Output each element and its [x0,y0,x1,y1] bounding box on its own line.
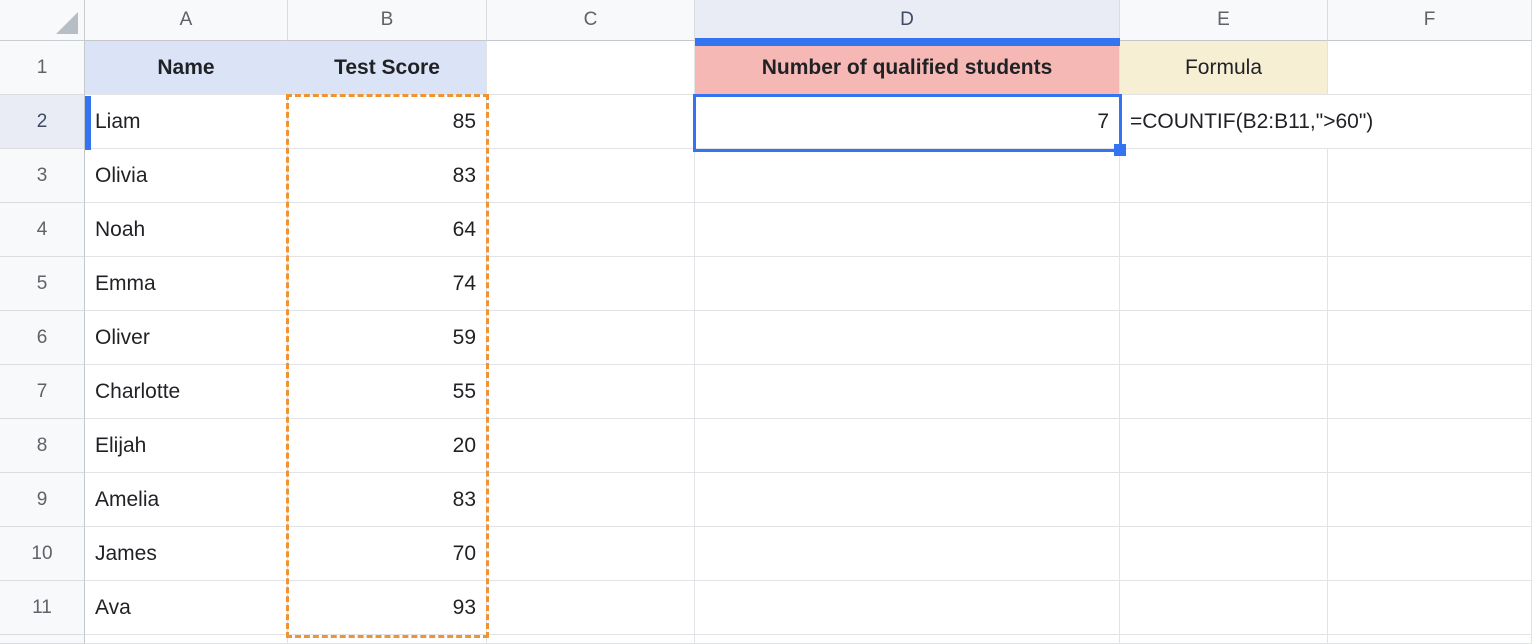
cell-D9[interactable] [695,473,1120,527]
cell-C3[interactable] [487,149,695,203]
cell-A5[interactable]: Emma [85,257,288,311]
column-header-B[interactable]: B [288,0,487,41]
cell-D11[interactable] [695,581,1120,635]
row-header-4[interactable]: 4 [0,203,85,257]
cell-D6[interactable] [695,311,1120,365]
cell-B1[interactable]: Test Score [288,41,487,95]
row-header-1[interactable]: 1 [0,41,85,95]
cell-A12[interactable] [85,635,288,644]
cell-A6[interactable]: Oliver [85,311,288,365]
cell-C10[interactable] [487,527,695,581]
column-header-D[interactable]: D [695,0,1120,41]
cell-B2[interactable]: 85 [288,95,487,149]
cell-A7[interactable]: Charlotte [85,365,288,419]
cell-B7[interactable]: 55 [288,365,487,419]
cell-A11[interactable]: Ava [85,581,288,635]
select-all-corner[interactable] [0,0,85,41]
cell-E4[interactable] [1120,203,1328,257]
cell-D4[interactable] [695,203,1120,257]
row-header-12-partial[interactable] [0,635,85,644]
cell-F7[interactable] [1328,365,1532,419]
cell-D8[interactable] [695,419,1120,473]
cell-B3[interactable]: 83 [288,149,487,203]
cell-F9[interactable] [1328,473,1532,527]
cell-F3[interactable] [1328,149,1532,203]
cell-F1[interactable] [1328,41,1532,95]
cell-A3[interactable]: Olivia [85,149,288,203]
cell-B4[interactable]: 64 [288,203,487,257]
cell-F8[interactable] [1328,419,1532,473]
cell-C9[interactable] [487,473,695,527]
cell-D5[interactable] [695,257,1120,311]
row-header-6[interactable]: 6 [0,311,85,365]
cell-C11[interactable] [487,581,695,635]
row-header-10[interactable]: 10 [0,527,85,581]
cell-F12[interactable] [1328,635,1532,644]
cell-C6[interactable] [487,311,695,365]
row-header-3[interactable]: 3 [0,149,85,203]
row-header-7[interactable]: 7 [0,365,85,419]
row-header-5[interactable]: 5 [0,257,85,311]
cell-A8[interactable]: Elijah [85,419,288,473]
cell-E9[interactable] [1120,473,1328,527]
cell-E1[interactable]: Formula [1120,41,1328,95]
cell-D7[interactable] [695,365,1120,419]
cell-A1[interactable]: Name [85,41,288,95]
cell-C7[interactable] [487,365,695,419]
cell-A4[interactable]: Noah [85,203,288,257]
cell-E2[interactable]: =COUNTIF(B2:B11,">60") [1120,95,1373,149]
cell-E8[interactable] [1120,419,1328,473]
cell-B6[interactable]: 59 [288,311,487,365]
cell-B5[interactable]: 74 [288,257,487,311]
row-header-11[interactable]: 11 [0,581,85,635]
cell-E5[interactable] [1120,257,1328,311]
cell-C8[interactable] [487,419,695,473]
cell-E3[interactable] [1120,149,1328,203]
cell-B12[interactable] [288,635,487,644]
column-header-F[interactable]: F [1328,0,1532,41]
cell-C12[interactable] [487,635,695,644]
cell-E7[interactable] [1120,365,1328,419]
cell-A2[interactable]: Liam [85,95,288,149]
cell-F2[interactable] [1328,95,1532,149]
cell-D2-selected[interactable]: 7 [695,95,1120,149]
cell-B10[interactable]: 70 [288,527,487,581]
row-header-9[interactable]: 9 [0,473,85,527]
cell-F10[interactable] [1328,527,1532,581]
cell-B9[interactable]: 83 [288,473,487,527]
cell-C5[interactable] [487,257,695,311]
cell-E10[interactable] [1120,527,1328,581]
cell-E11[interactable] [1120,581,1328,635]
cell-D10[interactable] [695,527,1120,581]
cell-D3[interactable] [695,149,1120,203]
cell-A10[interactable]: James [85,527,288,581]
select-all-icon [56,12,78,34]
cell-F4[interactable] [1328,203,1532,257]
cell-F6[interactable] [1328,311,1532,365]
cell-E6[interactable] [1120,311,1328,365]
cell-F5[interactable] [1328,257,1532,311]
column-header-C[interactable]: C [487,0,695,41]
cell-E12[interactable] [1120,635,1328,644]
cell-C4[interactable] [487,203,695,257]
cell-B11[interactable]: 93 [288,581,487,635]
cell-F11[interactable] [1328,581,1532,635]
cell-C1[interactable] [487,41,695,95]
cell-D1[interactable]: Number of qualified students [695,41,1120,95]
cell-C2[interactable] [487,95,695,149]
row-header-8[interactable]: 8 [0,419,85,473]
cell-B8[interactable]: 20 [288,419,487,473]
column-header-E[interactable]: E [1120,0,1328,41]
row-header-2[interactable]: 2 [0,95,85,149]
cell-A9[interactable]: Amelia [85,473,288,527]
cell-D12[interactable] [695,635,1120,644]
column-header-A[interactable]: A [85,0,288,41]
